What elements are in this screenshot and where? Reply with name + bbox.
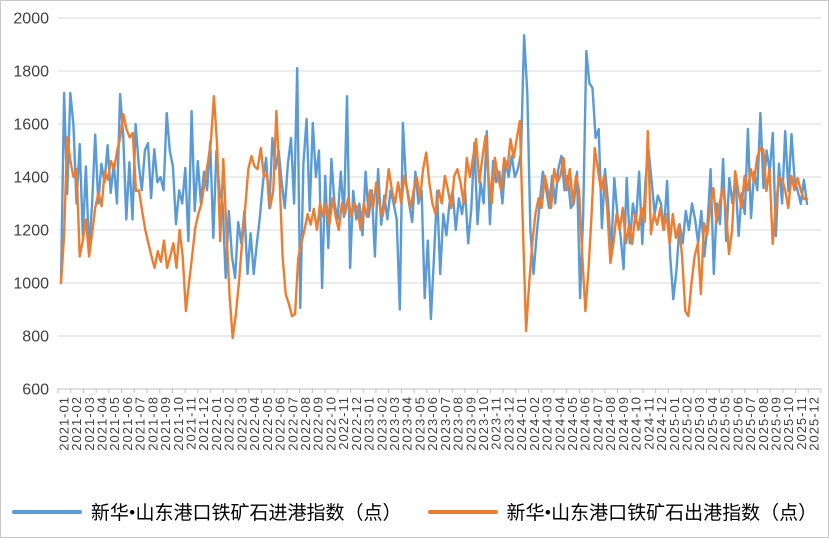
svg-text:2024-11: 2024-11 [641, 396, 656, 450]
legend-item-inbound: 新华•山东港口铁矿石进港指数（点） [11, 498, 402, 525]
svg-text:2022-10: 2022-10 [323, 396, 338, 451]
svg-text:2023-06: 2023-06 [425, 396, 440, 451]
svg-text:600: 600 [22, 382, 49, 399]
x-axis [57, 388, 822, 393]
svg-text:1800: 1800 [13, 64, 49, 81]
svg-text:2021-09: 2021-09 [158, 396, 173, 451]
legend-line-swatch-inbound [11, 509, 82, 514]
svg-text:2021-03: 2021-03 [82, 396, 97, 451]
svg-text:2023-02: 2023-02 [374, 396, 389, 451]
inbound-series-line [59, 34, 809, 321]
svg-text:2021-04: 2021-04 [95, 396, 110, 451]
svg-text:2023-05: 2023-05 [412, 396, 427, 451]
svg-text:1200: 1200 [13, 223, 49, 240]
svg-text:2023-11: 2023-11 [489, 396, 504, 450]
svg-text:2025-04: 2025-04 [705, 396, 720, 451]
svg-text:2022-05: 2022-05 [260, 396, 275, 451]
svg-text:2021-01: 2021-01 [56, 396, 71, 451]
svg-text:2024-09: 2024-09 [616, 396, 631, 451]
svg-text:2022-11: 2022-11 [336, 396, 351, 450]
svg-text:2021-02: 2021-02 [69, 396, 84, 451]
legend-line-swatch-outbound [427, 509, 498, 514]
line-chart: 6008001000120014001600180020002021-01202… [13, 11, 822, 451]
svg-text:1400: 1400 [13, 170, 49, 187]
svg-text:2025-10: 2025-10 [781, 396, 796, 451]
svg-text:2022-08: 2022-08 [298, 396, 313, 451]
svg-text:2022-09: 2022-09 [311, 396, 326, 451]
svg-text:2022-07: 2022-07 [285, 396, 300, 451]
svg-text:2022-03: 2022-03 [234, 396, 249, 451]
svg-text:2023-08: 2023-08 [451, 396, 466, 451]
svg-text:2023-04: 2023-04 [400, 396, 415, 451]
svg-text:2023-12: 2023-12 [501, 396, 516, 451]
outbound-series-line [59, 94, 809, 340]
svg-text:2025-02: 2025-02 [679, 396, 694, 451]
svg-text:2022-06: 2022-06 [273, 396, 288, 451]
svg-text:1000: 1000 [13, 276, 49, 293]
x-axis-labels: 2021-012021-022021-032021-042021-052021-… [56, 396, 821, 451]
svg-text:2021-07: 2021-07 [133, 396, 148, 451]
svg-text:2025-08: 2025-08 [756, 396, 771, 451]
svg-text:2021-12: 2021-12 [196, 396, 211, 451]
svg-text:2022-12: 2022-12 [349, 396, 364, 451]
svg-text:2024-05: 2024-05 [565, 396, 580, 451]
svg-text:2024-03: 2024-03 [540, 396, 555, 451]
svg-text:2024-01: 2024-01 [514, 396, 529, 451]
svg-text:2000: 2000 [13, 11, 49, 28]
svg-text:2025-11: 2025-11 [794, 396, 809, 450]
y-axis-labels: 600 800 1000 1200 1400 1600 1800 2000 [13, 11, 49, 399]
svg-text:2021-11: 2021-11 [184, 396, 199, 450]
svg-text:2025-06: 2025-06 [730, 396, 745, 451]
svg-text:2024-07: 2024-07 [590, 396, 605, 451]
svg-text:1600: 1600 [13, 117, 49, 134]
svg-text:2024-12: 2024-12 [654, 396, 669, 451]
svg-text:2021-10: 2021-10 [171, 396, 186, 451]
svg-text:2024-02: 2024-02 [527, 396, 542, 451]
svg-text:2021-06: 2021-06 [120, 396, 135, 451]
svg-text:2022-01: 2022-01 [209, 396, 224, 451]
svg-text:800: 800 [22, 329, 49, 346]
chart-legend: 新华•山东港口铁矿石进港指数（点） 新华•山东港口铁矿石出港指数（点） [1, 498, 828, 525]
svg-text:2025-09: 2025-09 [768, 396, 783, 451]
svg-text:2024-04: 2024-04 [552, 396, 567, 451]
svg-text:2023-09: 2023-09 [463, 396, 478, 451]
svg-text:2025-05: 2025-05 [718, 396, 733, 451]
svg-text:2021-08: 2021-08 [145, 396, 160, 451]
svg-text:2025-03: 2025-03 [692, 396, 707, 451]
legend-label-outbound: 新华•山东港口铁矿石出港指数（点） [506, 503, 818, 524]
svg-text:2022-04: 2022-04 [247, 396, 262, 451]
svg-text:2023-03: 2023-03 [387, 396, 402, 451]
svg-text:2024-06: 2024-06 [578, 396, 593, 451]
legend-label-inbound: 新华•山东港口铁矿石进港指数（点） [90, 503, 402, 524]
svg-text:2025-07: 2025-07 [743, 396, 758, 451]
legend-item-outbound: 新华•山东港口铁矿石出港指数（点） [427, 498, 818, 525]
svg-text:2024-10: 2024-10 [629, 396, 644, 451]
svg-text:2025-01: 2025-01 [667, 396, 682, 451]
svg-text:2025-12: 2025-12 [807, 396, 822, 451]
svg-text:2022-02: 2022-02 [222, 396, 237, 451]
svg-text:2023-07: 2023-07 [438, 396, 453, 451]
svg-text:2023-10: 2023-10 [476, 396, 491, 451]
svg-text:2023-01: 2023-01 [362, 396, 377, 451]
svg-text:2021-05: 2021-05 [107, 396, 122, 451]
svg-text:2024-08: 2024-08 [603, 396, 618, 451]
